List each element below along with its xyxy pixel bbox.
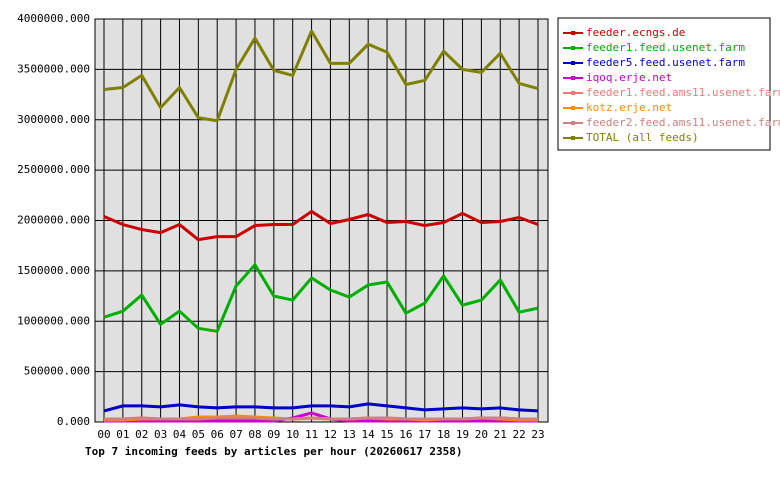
x-tick-label: 23: [531, 428, 544, 441]
x-tick-label: 00: [97, 428, 110, 441]
legend-marker: [571, 91, 575, 95]
x-tick-label: 03: [154, 428, 167, 441]
legend-marker: [571, 121, 575, 125]
x-tick-label: 13: [343, 428, 356, 441]
x-tick-label: 08: [248, 428, 261, 441]
x-tick-label: 10: [286, 428, 299, 441]
y-tick-label: 500000.000: [24, 365, 90, 378]
x-tick-label: 17: [418, 428, 431, 441]
y-tick-label: 4000000.000: [17, 12, 90, 25]
x-tick-label: 14: [362, 428, 376, 441]
x-tick-label: 04: [173, 428, 187, 441]
x-tick-label: 09: [267, 428, 280, 441]
legend-marker: [571, 31, 575, 35]
legend-label: kotz.erje.net: [586, 101, 672, 114]
legend-marker: [571, 46, 575, 50]
legend-marker: [571, 106, 575, 110]
x-tick-label: 06: [211, 428, 224, 441]
legend-label: feeder.ecngs.de: [586, 26, 685, 39]
series-line: [103, 263, 539, 333]
legend-label: feeder1.feed.usenet.farm: [586, 41, 745, 54]
y-tick-label: 2000000.000: [17, 214, 90, 227]
series-line: [103, 209, 539, 242]
x-tick-label: 15: [380, 428, 393, 441]
legend-marker: [571, 136, 575, 140]
legend-label: feeder2.feed.ams11.usenet.farm: [586, 116, 780, 129]
series-line: [103, 29, 539, 123]
legend-label: feeder1.feed.ams11.usenet.farm: [586, 86, 780, 99]
y-tick-label: 3500000.000: [17, 62, 90, 75]
legend-label: iqoq.erje.net: [586, 71, 672, 84]
x-tick-label: 07: [229, 428, 242, 441]
x-tick-label: 21: [494, 428, 507, 441]
legend-marker: [571, 61, 575, 65]
x-tick-label: 20: [475, 428, 488, 441]
series-line: [104, 411, 538, 423]
x-tick-label: 11: [305, 428, 318, 441]
y-tick-label: 2500000.000: [17, 163, 90, 176]
y-tick-label: 0.000: [57, 415, 90, 428]
legend-marker: [571, 76, 575, 80]
y-tick-label: 3000000.000: [17, 113, 90, 126]
x-tick-label: 22: [513, 428, 526, 441]
x-tick-label: 19: [456, 428, 469, 441]
series-line: [104, 416, 538, 421]
legend-label: TOTAL (all feeds): [586, 131, 699, 144]
legend-box: [557, 17, 771, 151]
x-tick-label: 01: [116, 428, 129, 441]
chart-title: Top 7 incoming feeds by articles per hou…: [85, 445, 463, 458]
plot-border: [94, 18, 549, 423]
series-line: [103, 402, 539, 413]
x-tick-label: 05: [192, 428, 205, 441]
x-tick-label: 02: [135, 428, 148, 441]
y-tick-label: 1500000.000: [17, 264, 90, 277]
x-tick-label: 18: [437, 428, 450, 441]
y-tick-label: 1000000.000: [17, 314, 90, 327]
x-tick-label: 16: [399, 428, 412, 441]
x-tick-label: 12: [324, 428, 337, 441]
legend-label: feeder5.feed.usenet.farm: [586, 56, 745, 69]
